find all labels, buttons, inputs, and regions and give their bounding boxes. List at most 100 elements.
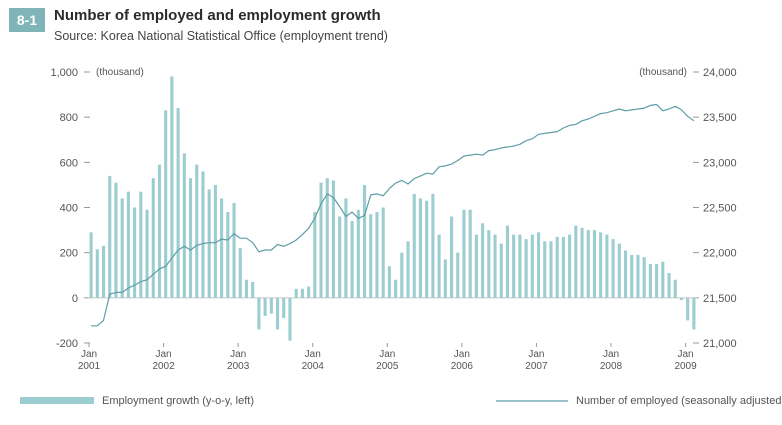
right-axis-tick-label: 21,500	[703, 293, 737, 305]
bar-employment-growth	[139, 191, 143, 298]
x-axis-tick-year: 2003	[227, 361, 250, 372]
bar-employment-growth	[387, 266, 391, 298]
bar-employment-growth	[238, 248, 242, 298]
left-axis-tick-label: 800	[60, 112, 78, 124]
bar-employment-growth	[648, 263, 652, 298]
left-axis-tick-label: 600	[60, 157, 78, 169]
bar-employment-growth	[300, 288, 304, 298]
bar-employment-growth	[400, 252, 404, 298]
left-axis-tick-label: 0	[72, 293, 78, 305]
bar-employment-growth	[692, 297, 696, 330]
bar-employment-growth	[474, 234, 478, 298]
x-axis-tick-month: Jan	[603, 349, 619, 360]
x-axis-tick-year: 2006	[451, 361, 474, 372]
bar-employment-growth	[288, 297, 292, 341]
bar-employment-growth	[89, 232, 93, 298]
bar-employment-growth	[580, 227, 584, 298]
x-axis-tick-year: 2008	[600, 361, 623, 372]
bar-employment-growth	[536, 232, 541, 298]
chart-legend: Employment growth (y-o-y, left) Number o…	[20, 395, 782, 407]
bar-employment-growth	[101, 245, 106, 298]
bar-employment-growth	[114, 182, 118, 298]
bar-employment-growth	[220, 198, 224, 298]
bar-employment-growth	[257, 297, 261, 330]
bar-employment-growth	[294, 288, 298, 298]
x-axis-tick-month: Jan	[528, 349, 544, 360]
bar-employment-growth	[555, 236, 559, 298]
bar-employment-growth	[195, 164, 199, 298]
bar-employment-growth	[406, 241, 410, 298]
bar-employment-growth	[568, 234, 572, 298]
bar-employment-growth	[437, 234, 441, 298]
bar-employment-growth	[244, 279, 249, 298]
bar-employment-growth	[493, 234, 497, 298]
bar-employment-growth	[120, 198, 124, 298]
left-axis-tick-label: -200	[56, 338, 78, 350]
bar-employment-growth	[623, 250, 628, 298]
bar-employment-growth	[655, 263, 659, 298]
x-axis-tick-month: Jan	[454, 349, 470, 360]
x-axis-tick-year: 2005	[376, 361, 399, 372]
bar-employment-growth	[207, 189, 211, 298]
legend-line-label: Number of employed (seasonally adjusted,…	[576, 395, 782, 407]
x-axis-tick-year: 2002	[152, 361, 175, 372]
bar-employment-growth	[182, 153, 186, 298]
bar-employment-growth	[667, 272, 671, 298]
bar-employment-growth	[661, 261, 665, 298]
bar-employment-growth	[499, 243, 503, 298]
bar-employment-growth	[188, 178, 193, 298]
chart-subtitle: Source: Korea National Statistical Offic…	[54, 29, 388, 43]
bar-employment-growth	[126, 191, 130, 298]
bar-employment-growth	[319, 182, 323, 298]
bar-employment-growth	[586, 230, 590, 298]
bar-employment-growth	[617, 243, 621, 298]
line-number-employed	[91, 103, 695, 327]
bar-employment-growth	[269, 297, 273, 314]
bar-employment-growth	[599, 232, 603, 298]
bar-employment-growth	[313, 212, 317, 298]
right-axis-tick-label: 21,000	[703, 338, 737, 350]
right-axis-tick-label: 23,500	[703, 112, 737, 124]
bar-employment-growth	[201, 171, 205, 298]
bar-employment-growth	[338, 216, 342, 298]
bar-employment-growth	[543, 241, 547, 298]
x-axis-tick-year: 2004	[302, 361, 325, 372]
bar-employment-growth	[443, 259, 447, 298]
bar-employment-growth	[481, 223, 485, 298]
bar-employment-growth	[412, 193, 416, 298]
right-axis-tick-label: 24,000	[703, 67, 737, 79]
x-axis-tick-year: 2007	[525, 361, 548, 372]
bar-employment-growth	[356, 209, 360, 298]
right-axis-unit: (thousand)	[639, 67, 687, 78]
bar-employment-growth	[344, 198, 348, 298]
bar-employment-growth	[108, 175, 112, 298]
bar-employment-growth	[232, 202, 236, 298]
bar-series	[89, 76, 696, 341]
bar-employment-growth	[133, 207, 137, 298]
bar-employment-growth	[164, 110, 168, 298]
bar-employment-growth	[518, 234, 522, 298]
bar-employment-growth	[226, 212, 230, 298]
right-axis-tick-label: 22,000	[703, 248, 737, 260]
bar-employment-growth	[275, 297, 280, 330]
x-axis-tick-year: 2001	[78, 361, 101, 372]
bar-employment-growth	[95, 249, 99, 298]
bar-employment-growth	[686, 297, 690, 321]
legend-bar-swatch	[20, 397, 94, 404]
bar-employment-growth	[350, 221, 354, 298]
bar-employment-growth	[375, 212, 379, 298]
bar-employment-growth	[611, 239, 615, 298]
chart-title: Number of employed and employment growth	[54, 7, 381, 24]
legend-bar-label: Employment growth (y-o-y, left)	[102, 395, 254, 407]
bar-employment-growth	[505, 225, 510, 298]
bar-employment-growth	[574, 225, 578, 298]
bar-employment-growth	[530, 234, 534, 298]
x-axis-tick-month: Jan	[81, 349, 97, 360]
x-axis-tick-month: Jan	[678, 349, 694, 360]
bar-employment-growth	[282, 297, 286, 319]
line-series	[91, 103, 695, 327]
bar-employment-growth	[325, 178, 329, 298]
bar-employment-growth	[468, 209, 472, 298]
bar-employment-growth	[213, 184, 217, 298]
bar-employment-growth	[331, 180, 336, 298]
